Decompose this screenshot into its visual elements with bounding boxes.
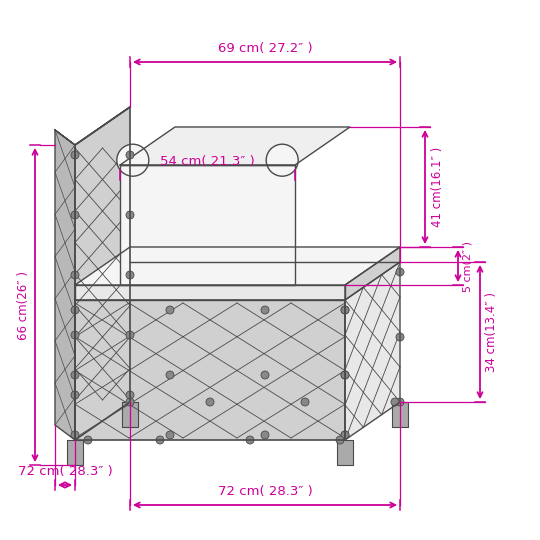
Circle shape xyxy=(71,211,79,219)
Circle shape xyxy=(71,151,79,159)
Polygon shape xyxy=(55,130,75,440)
Circle shape xyxy=(336,436,344,444)
Text: 5 cm(2″ ): 5 cm(2″ ) xyxy=(463,240,473,292)
Polygon shape xyxy=(122,402,138,427)
Circle shape xyxy=(84,436,92,444)
Circle shape xyxy=(71,371,79,379)
Circle shape xyxy=(396,398,404,406)
Circle shape xyxy=(126,331,134,339)
Circle shape xyxy=(341,431,349,439)
Text: 72 cm( 28.3″ ): 72 cm( 28.3″ ) xyxy=(218,485,312,498)
Polygon shape xyxy=(345,262,400,440)
Circle shape xyxy=(71,331,79,339)
Circle shape xyxy=(261,306,269,314)
Circle shape xyxy=(206,398,214,406)
Circle shape xyxy=(126,271,134,279)
Polygon shape xyxy=(345,247,400,300)
Circle shape xyxy=(117,144,149,176)
Polygon shape xyxy=(67,440,83,465)
Text: 72 cm( 28.3″ ): 72 cm( 28.3″ ) xyxy=(18,465,112,478)
Circle shape xyxy=(396,268,404,276)
Text: 69 cm( 27.2″ ): 69 cm( 27.2″ ) xyxy=(218,42,312,55)
Circle shape xyxy=(341,371,349,379)
Circle shape xyxy=(126,151,134,159)
Circle shape xyxy=(301,398,309,406)
Circle shape xyxy=(246,436,254,444)
Circle shape xyxy=(71,431,79,439)
Circle shape xyxy=(391,398,399,406)
Polygon shape xyxy=(75,300,345,440)
Polygon shape xyxy=(75,107,130,440)
Circle shape xyxy=(266,144,298,176)
Polygon shape xyxy=(120,165,295,285)
Text: 41 cm(16.1″ ): 41 cm(16.1″ ) xyxy=(430,147,443,227)
Circle shape xyxy=(341,371,349,379)
Circle shape xyxy=(341,306,349,314)
Polygon shape xyxy=(337,440,353,465)
Circle shape xyxy=(156,436,164,444)
Circle shape xyxy=(126,211,134,219)
Circle shape xyxy=(341,306,349,314)
Circle shape xyxy=(126,398,134,406)
Polygon shape xyxy=(75,285,345,300)
Circle shape xyxy=(71,391,79,399)
Text: 66 cm(26″ ): 66 cm(26″ ) xyxy=(17,271,30,340)
Circle shape xyxy=(261,371,269,379)
Polygon shape xyxy=(392,402,408,427)
Circle shape xyxy=(126,391,134,399)
Circle shape xyxy=(166,431,174,439)
Circle shape xyxy=(166,371,174,379)
Circle shape xyxy=(71,271,79,279)
Circle shape xyxy=(396,333,404,341)
Circle shape xyxy=(166,306,174,314)
Circle shape xyxy=(71,306,79,314)
Text: 34 cm(13.4″ ): 34 cm(13.4″ ) xyxy=(485,292,498,372)
Polygon shape xyxy=(120,127,350,165)
Circle shape xyxy=(261,431,269,439)
Circle shape xyxy=(341,431,349,439)
Polygon shape xyxy=(75,247,400,285)
Text: 54 cm( 21.3″ ): 54 cm( 21.3″ ) xyxy=(160,155,255,168)
Polygon shape xyxy=(120,165,295,285)
